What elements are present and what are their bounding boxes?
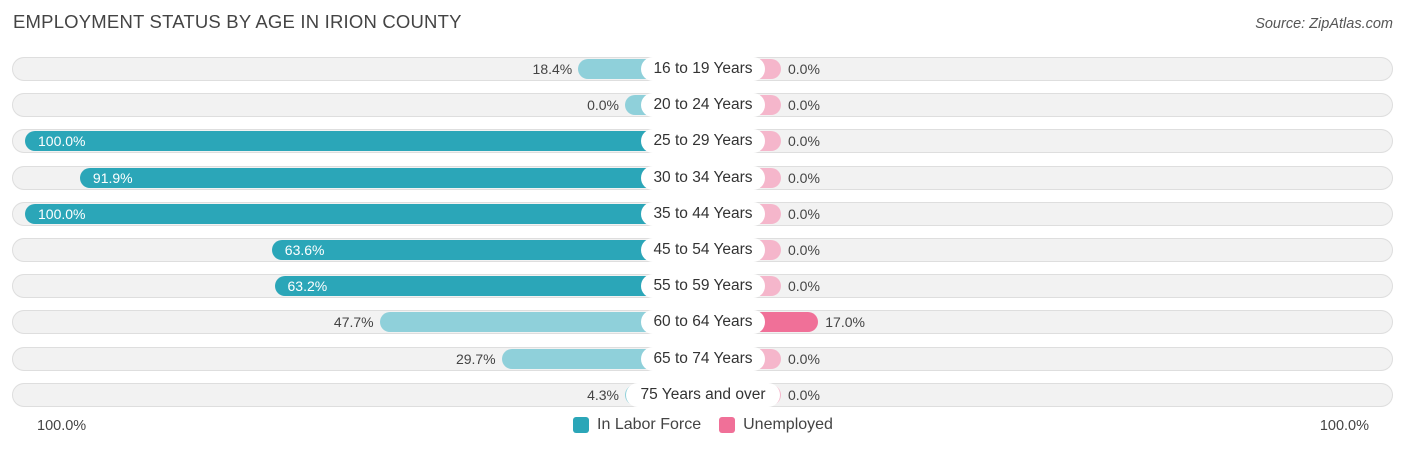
bar-labor-force	[79, 168, 703, 188]
value-label-unemployed: 0.0%	[788, 387, 820, 403]
bar-labor-force	[379, 312, 703, 332]
category-label: 65 to 74 Years	[641, 347, 765, 371]
legend-swatch-unemployed	[719, 417, 736, 433]
value-label-unemployed: 0.0%	[788, 278, 820, 294]
legend-swatch-labor-force	[573, 417, 590, 433]
category-label: 55 to 59 Years	[641, 274, 765, 298]
chart-legend: In Labor Force Unemployed	[0, 416, 1406, 434]
value-label-unemployed: 0.0%	[788, 61, 820, 77]
value-label-unemployed: 0.0%	[788, 351, 820, 367]
axis-right-label: 100.0%	[1319, 418, 1369, 434]
value-label-unemployed: 0.0%	[788, 170, 820, 186]
category-label: 45 to 54 Years	[641, 238, 765, 262]
value-label-labor-force: 18.4%	[532, 61, 573, 77]
value-label-labor-force: 29.7%	[455, 351, 496, 367]
value-label-unemployed: 17.0%	[825, 314, 865, 330]
legend-item-labor-force[interactable]: In Labor Force	[573, 416, 701, 434]
value-label-labor-force: 63.2%	[287, 278, 328, 294]
bar-labor-force	[25, 131, 703, 151]
value-label-unemployed: 0.0%	[788, 133, 820, 149]
value-label-labor-force: 63.6%	[284, 242, 325, 258]
bar-labor-force	[274, 276, 703, 296]
value-label-labor-force: 100.0%	[38, 133, 86, 149]
bar-labor-force	[25, 204, 703, 224]
category-label: 16 to 19 Years	[641, 57, 765, 81]
legend-label-labor-force: In Labor Force	[597, 416, 702, 433]
bar-labor-force	[271, 240, 703, 260]
category-label: 30 to 34 Years	[641, 166, 765, 190]
category-label: 60 to 64 Years	[641, 310, 765, 334]
legend-item-unemployed[interactable]: Unemployed	[719, 416, 833, 434]
value-label-unemployed: 0.0%	[788, 242, 820, 258]
category-label: 20 to 24 Years	[641, 93, 765, 117]
value-label-labor-force: 100.0%	[38, 206, 86, 222]
value-label-labor-force: 47.7%	[333, 314, 374, 330]
legend-label-unemployed: Unemployed	[743, 416, 833, 433]
axis-left-label: 100.0%	[37, 418, 87, 434]
value-label-labor-force: 4.3%	[587, 387, 619, 403]
category-label: 35 to 44 Years	[641, 202, 765, 226]
category-label: 25 to 29 Years	[641, 129, 765, 153]
category-label: 75 Years and over	[626, 383, 780, 407]
chart-source: Source: ZipAtlas.com	[1255, 16, 1393, 32]
value-label-unemployed: 0.0%	[788, 206, 820, 222]
value-label-unemployed: 0.0%	[788, 97, 820, 113]
chart-title: EMPLOYMENT STATUS BY AGE IN IRION COUNTY	[13, 11, 462, 32]
value-label-labor-force: 0.0%	[587, 97, 619, 113]
value-label-labor-force: 91.9%	[92, 170, 133, 186]
